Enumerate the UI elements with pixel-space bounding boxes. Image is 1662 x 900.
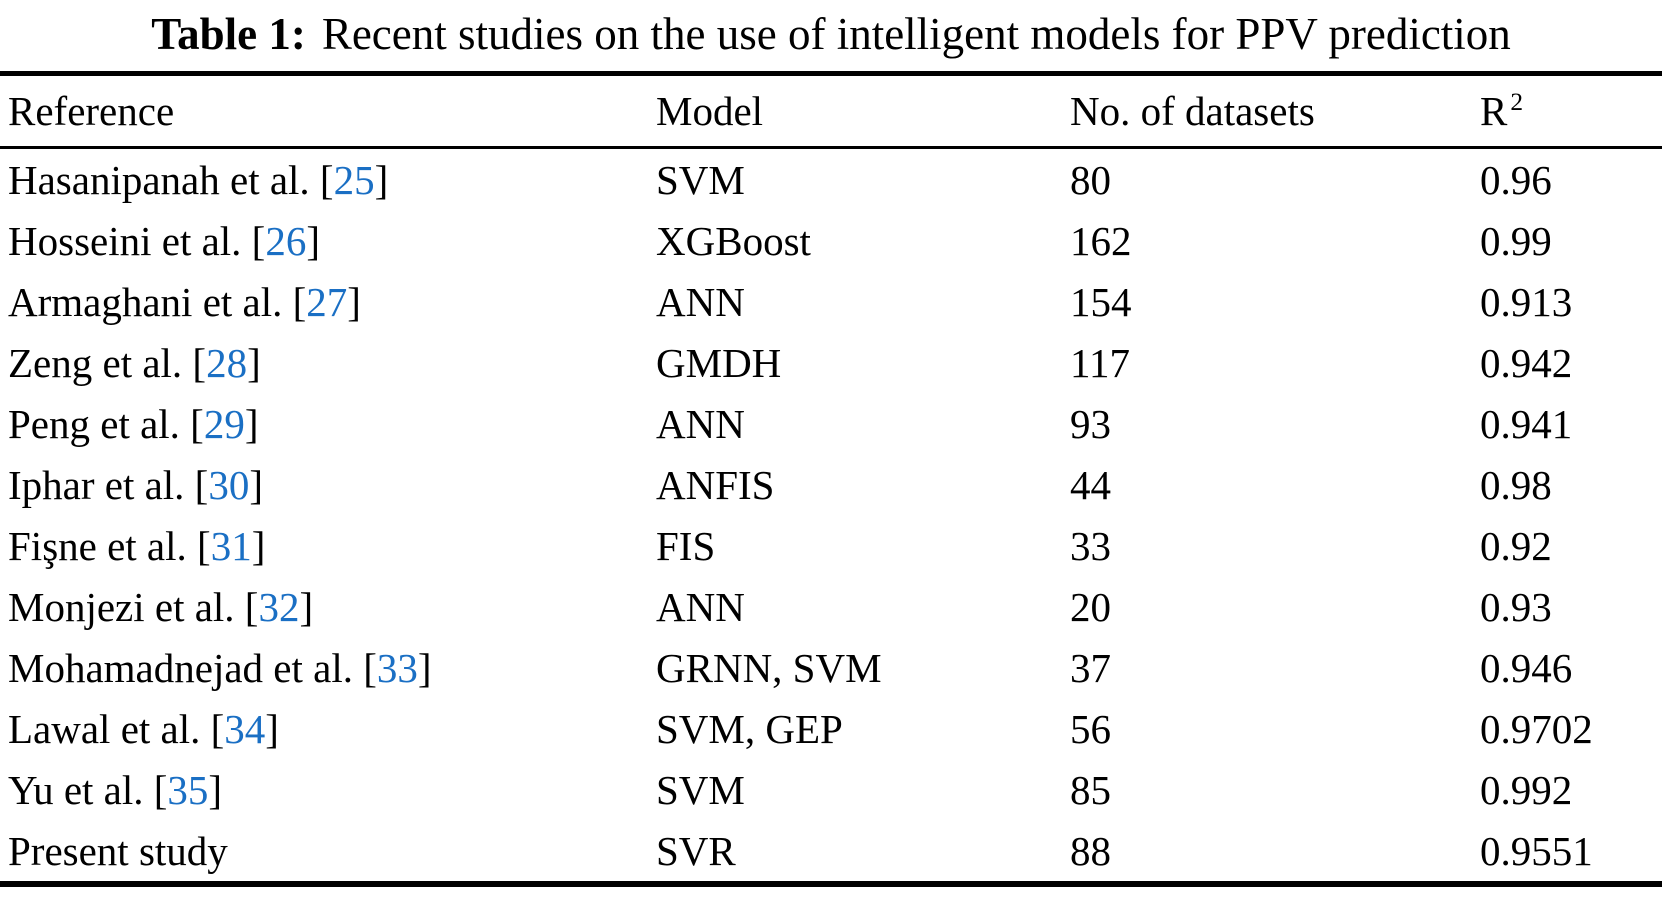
reference-cell: Present study bbox=[8, 827, 228, 874]
reference-cell: Mohamadnejad et al. [33] bbox=[8, 644, 432, 691]
model-cell: ANN bbox=[656, 583, 745, 630]
r2-cell: 0.913 bbox=[1480, 278, 1573, 325]
citation-link[interactable]: 26 bbox=[265, 217, 307, 264]
r2-cell: 0.93 bbox=[1480, 583, 1552, 630]
datasets-cell: 33 bbox=[1070, 522, 1111, 569]
r2-cell: 0.92 bbox=[1480, 522, 1552, 569]
r2-cell: 0.992 bbox=[1480, 766, 1573, 813]
reference-cell: Armaghani et al. [27] bbox=[8, 278, 361, 325]
table-row: Present study SVR 88 0.9551 bbox=[0, 820, 1662, 884]
reference-cell: Monjezi et al. [32] bbox=[8, 583, 314, 630]
datasets-cell: 85 bbox=[1070, 766, 1111, 813]
r2-cell: 0.946 bbox=[1480, 644, 1573, 691]
citation-link[interactable]: 32 bbox=[258, 583, 300, 630]
table-row: Fişne et al. [31] FIS 33 0.92 bbox=[0, 515, 1662, 576]
r2-cell: 0.96 bbox=[1480, 156, 1552, 203]
r2-cell: 0.98 bbox=[1480, 461, 1552, 508]
citation-link[interactable]: 27 bbox=[306, 278, 348, 325]
model-cell: GRNN, SVM bbox=[656, 644, 882, 691]
model-cell: XGBoost bbox=[656, 217, 811, 264]
model-cell: FIS bbox=[656, 522, 716, 569]
model-cell: ANN bbox=[656, 278, 745, 325]
r2-cell: 0.9551 bbox=[1480, 827, 1593, 874]
model-cell: SVM bbox=[656, 766, 745, 813]
citation-link[interactable]: 30 bbox=[208, 461, 250, 508]
citation-link[interactable]: 29 bbox=[203, 400, 245, 447]
datasets-cell: 37 bbox=[1070, 644, 1111, 691]
model-cell: ANFIS bbox=[656, 461, 775, 508]
column-header-reference: Reference bbox=[0, 73, 656, 149]
citation-link[interactable]: 35 bbox=[167, 766, 209, 813]
reference-cell: Lawal et al. [34] bbox=[8, 705, 279, 752]
datasets-cell: 117 bbox=[1070, 339, 1130, 386]
r2-cell: 0.942 bbox=[1480, 339, 1573, 386]
r2-cell: 0.99 bbox=[1480, 217, 1552, 264]
reference-cell: Hosseini et al. [26] bbox=[8, 217, 320, 264]
table-row: Armaghani et al. [27] ANN 154 0.913 bbox=[0, 271, 1662, 332]
datasets-cell: 20 bbox=[1070, 583, 1111, 630]
model-cell: SVM bbox=[656, 156, 745, 203]
reference-cell: Peng et al. [29] bbox=[8, 400, 259, 447]
datasets-cell: 93 bbox=[1070, 400, 1111, 447]
citation-link[interactable]: 25 bbox=[333, 156, 375, 203]
table-row: Zeng et al. [28] GMDH 117 0.942 bbox=[0, 332, 1662, 393]
column-header-model: Model bbox=[656, 73, 1070, 149]
datasets-cell: 80 bbox=[1070, 156, 1111, 203]
table-row: Lawal et al. [34] SVM, GEP 56 0.9702 bbox=[0, 698, 1662, 759]
model-cell: SVM, GEP bbox=[656, 705, 843, 752]
reference-cell: Iphar et al. [30] bbox=[8, 461, 263, 508]
table-row: Monjezi et al. [32] ANN 20 0.93 bbox=[0, 576, 1662, 637]
table-caption: Table 1: Recent studies on the use of int… bbox=[0, 0, 1662, 71]
reference-cell: Hasanipanah et al. [25] bbox=[8, 156, 389, 203]
reference-cell: Zeng et al. [28] bbox=[8, 339, 261, 386]
table-row: Peng et al. [29] ANN 93 0.941 bbox=[0, 393, 1662, 454]
reference-cell: Yu et al. [35] bbox=[8, 766, 223, 813]
r2-base: R bbox=[1480, 88, 1508, 134]
model-cell: SVR bbox=[656, 827, 736, 874]
table-row: Hasanipanah et al. [25] SVM 80 0.96 bbox=[0, 148, 1662, 211]
model-cell: ANN bbox=[656, 400, 745, 447]
table-row: Yu et al. [35] SVM 85 0.992 bbox=[0, 759, 1662, 820]
citation-link[interactable]: 28 bbox=[206, 339, 248, 386]
citation-link[interactable]: 31 bbox=[210, 522, 252, 569]
r2-cell: 0.9702 bbox=[1480, 705, 1593, 752]
citation-link[interactable]: 34 bbox=[224, 705, 266, 752]
table-row: Hosseini et al. [26] XGBoost 162 0.99 bbox=[0, 210, 1662, 271]
datasets-cell: 162 bbox=[1070, 217, 1132, 264]
datasets-cell: 154 bbox=[1070, 278, 1132, 325]
r2-cell: 0.941 bbox=[1480, 400, 1573, 447]
table-caption-label: Table 1: bbox=[151, 9, 306, 59]
table-caption-text: Recent studies on the use of intelligent… bbox=[321, 9, 1511, 59]
datasets-cell: 56 bbox=[1070, 705, 1111, 752]
datasets-cell: 44 bbox=[1070, 461, 1111, 508]
table-row: Mohamadnejad et al. [33] GRNN, SVM 37 0.946 bbox=[0, 637, 1662, 698]
citation-link[interactable]: 33 bbox=[376, 644, 418, 691]
model-cell: GMDH bbox=[656, 339, 782, 386]
column-header-datasets: No. of datasets bbox=[1070, 73, 1480, 149]
r2-superscript: 2 bbox=[1510, 88, 1524, 117]
reference-cell: Fişne et al. [31] bbox=[8, 522, 266, 569]
datasets-cell: 88 bbox=[1070, 827, 1111, 874]
table-row: Iphar et al. [30] ANFIS 44 0.98 bbox=[0, 454, 1662, 515]
